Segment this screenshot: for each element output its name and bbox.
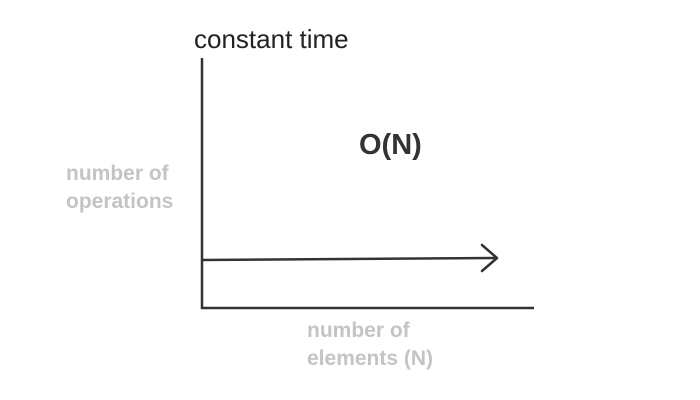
x-axis-label: number of elements (N) <box>307 317 487 373</box>
y-axis-label-line-2: operations <box>66 190 174 213</box>
x-axis-label-line-1: number of <box>307 319 410 342</box>
complexity-label: O(N) <box>359 129 422 161</box>
arrowhead-icon <box>480 243 499 273</box>
x-axis-label-line-2: elements (N) <box>307 347 434 370</box>
y-axis-label-line-1: number of <box>66 162 169 185</box>
y-axis-label: number of operations <box>66 160 201 216</box>
constant-trend-line <box>200 256 497 262</box>
diagram-title: constant time <box>194 24 349 54</box>
